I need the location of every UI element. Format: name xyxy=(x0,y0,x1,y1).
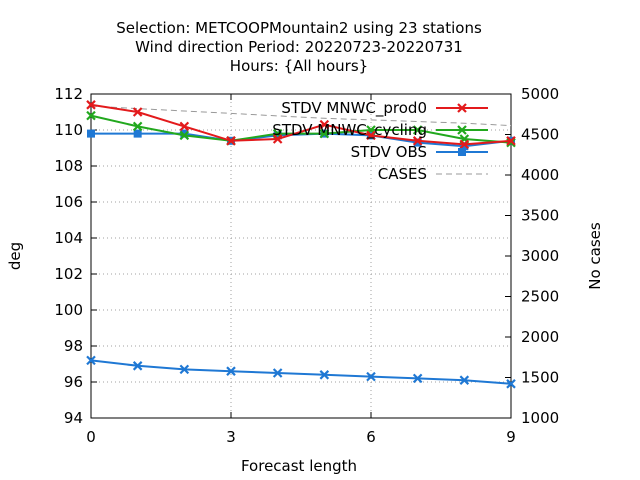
data-point-series-4 xyxy=(412,373,423,384)
data-point-stdv-obs xyxy=(273,131,282,140)
chart-title-line-2: Wind direction Period: 20220723-20220731 xyxy=(135,38,463,56)
data-point-series-4 xyxy=(506,379,516,389)
data-point-stdv-mnwc-prod0 xyxy=(226,136,236,146)
data-point-series-4 xyxy=(459,375,470,385)
series-line-series-4 xyxy=(90,359,512,385)
legend-label: STDV MNWC_cycling xyxy=(272,121,427,140)
y2-tick-label: 1000 xyxy=(521,409,559,427)
data-point-stdv-mnwc-prod0 xyxy=(412,136,423,146)
data-point-series-4 xyxy=(366,371,376,382)
y2-tick-label: 3000 xyxy=(521,247,559,265)
y-tick-label: 108 xyxy=(54,157,83,175)
data-point-stdv-obs xyxy=(460,142,469,151)
legend-label: STDV MNWC_prod0 xyxy=(281,99,427,118)
y2-tick-label: 2000 xyxy=(521,328,559,346)
data-point-stdv-obs xyxy=(133,129,142,138)
data-point-stdv-mnwc-prod0 xyxy=(459,139,470,150)
data-point-stdv-obs xyxy=(413,138,422,147)
data-point-stdv-mnwc-cycling xyxy=(412,125,423,135)
x-tick-label: 0 xyxy=(86,428,96,446)
data-point-series-4 xyxy=(226,366,236,376)
y2-tick-label: 3500 xyxy=(521,207,559,225)
data-point-stdv-mnwc-prod0 xyxy=(86,100,96,110)
legend-label: STDV OBS xyxy=(351,143,427,161)
series-line-cases xyxy=(90,105,512,127)
legend-label: CASES xyxy=(378,165,427,183)
data-point-stdv-mnwc-prod0 xyxy=(179,121,190,132)
data-point-stdv-mnwc-prod0 xyxy=(132,107,143,117)
y-tick-label: 106 xyxy=(54,193,83,211)
data-point-stdv-mnwc-prod0 xyxy=(506,136,516,146)
y-tick-label: 110 xyxy=(54,121,83,139)
chart-title-line-1: Selection: METCOOPMountain2 using 23 sta… xyxy=(116,19,482,37)
data-point-series-4 xyxy=(272,368,283,378)
data-point-series-4 xyxy=(179,364,190,375)
data-point-stdv-mnwc-cycling xyxy=(132,121,143,132)
y-axis-label: deg xyxy=(6,242,24,270)
legend-marker xyxy=(457,103,467,113)
data-point-stdv-obs xyxy=(180,129,189,138)
y-tick-label: 112 xyxy=(54,85,83,103)
y2-tick-label: 4500 xyxy=(521,126,559,144)
data-point-series-4 xyxy=(132,361,143,371)
data-point-stdv-mnwc-cycling xyxy=(179,130,190,141)
data-point-stdv-obs xyxy=(87,129,95,138)
chart-title-line-3: Hours: {All hours} xyxy=(230,57,368,75)
series-line-stdv-mnwc-cycling xyxy=(90,114,512,144)
x-axis-label: Forecast length xyxy=(241,457,357,475)
x-tick-label: 9 xyxy=(506,428,516,446)
y2-tick-label: 5000 xyxy=(521,85,559,103)
y2-tick-label: 4000 xyxy=(521,166,559,184)
data-point-stdv-mnwc-prod0 xyxy=(272,134,283,144)
data-point-stdv-mnwc-cycling xyxy=(86,110,96,121)
y-tick-label: 96 xyxy=(64,373,83,391)
y-tick-label: 104 xyxy=(54,229,83,247)
series-line-stdv-mnwc-prod0 xyxy=(90,103,512,146)
y-tick-label: 100 xyxy=(54,301,83,319)
data-point-stdv-mnwc-prod0 xyxy=(366,130,376,141)
legend-marker xyxy=(458,148,466,156)
data-point-series-4 xyxy=(319,370,330,380)
y-tick-label: 94 xyxy=(64,409,83,427)
legend-marker xyxy=(457,125,467,135)
x-tick-label: 3 xyxy=(226,428,236,446)
data-point-series-4 xyxy=(86,355,96,366)
data-point-stdv-mnwc-cycling xyxy=(319,128,330,139)
y2-tick-label: 2500 xyxy=(521,288,559,306)
y-tick-label: 98 xyxy=(64,337,83,355)
data-point-stdv-mnwc-cycling xyxy=(506,137,516,148)
y-tick-label: 102 xyxy=(54,265,83,283)
y2-tick-label: 1500 xyxy=(521,369,559,387)
data-point-stdv-mnwc-prod0 xyxy=(319,119,330,130)
y2-axis-label: No cases xyxy=(586,222,604,290)
x-tick-label: 6 xyxy=(366,428,376,446)
